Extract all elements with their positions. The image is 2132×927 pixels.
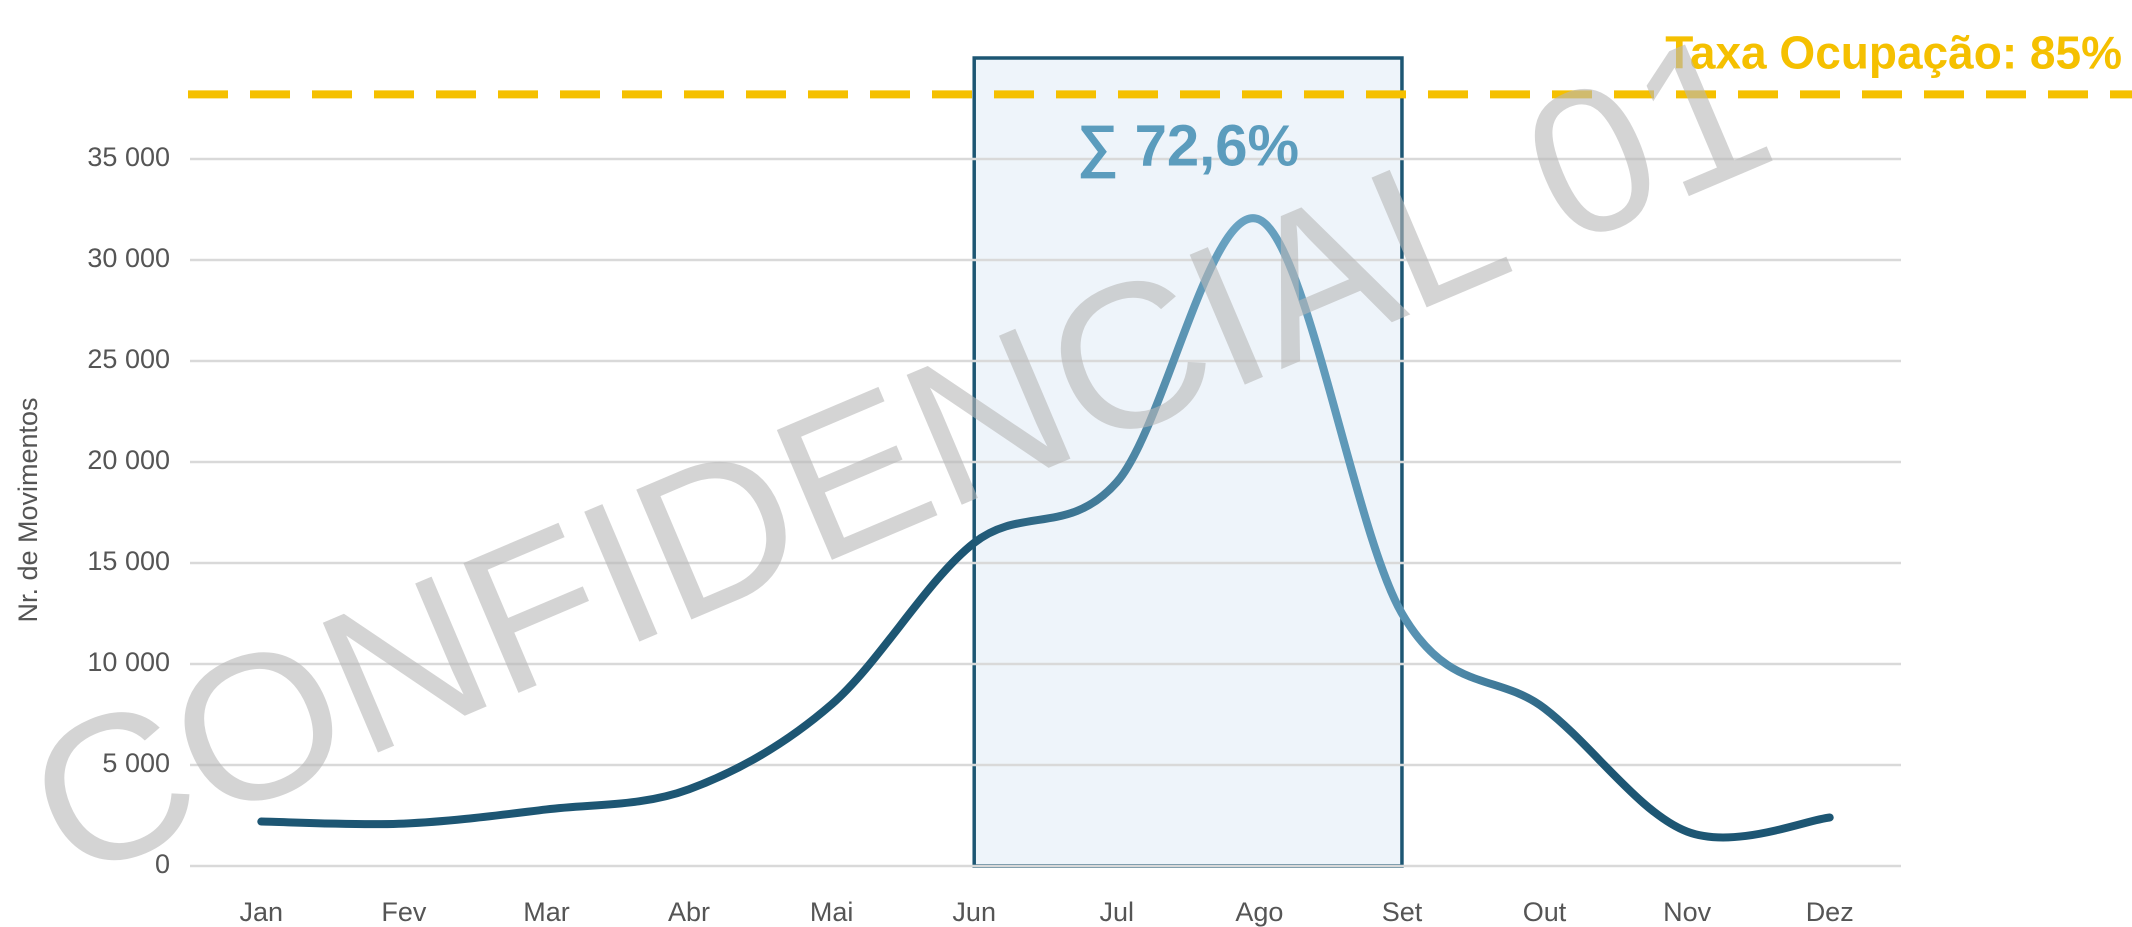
y-tick-label: 0: [155, 849, 170, 879]
y-axis-label: Nr. de Movimentos: [13, 397, 43, 622]
x-tick-label: Out: [1523, 897, 1567, 927]
y-tick-label: 30 000: [87, 243, 170, 273]
x-tick-label: Abr: [668, 897, 710, 927]
x-tick-label: Fev: [381, 897, 427, 927]
y-tick-label: 20 000: [87, 445, 170, 475]
x-tick-label: Jan: [240, 897, 284, 927]
x-tick-label: Set: [1382, 897, 1423, 927]
x-tick-label: Dez: [1806, 897, 1854, 927]
highlight-label: ∑ 72,6%: [1077, 113, 1299, 178]
data-line: [257, 214, 1834, 842]
y-tick-label: 25 000: [87, 344, 170, 374]
x-tick-label: Nov: [1663, 897, 1712, 927]
y-tick-label: 10 000: [87, 647, 170, 677]
y-tick-label: 35 000: [87, 142, 170, 172]
x-tick-label: Jul: [1100, 897, 1135, 927]
x-tick-label: Jun: [952, 897, 996, 927]
y-tick-label: 5 000: [102, 748, 170, 778]
y-tick-label: 15 000: [87, 546, 170, 576]
x-tick-label: Mar: [523, 897, 570, 927]
x-tick-label: Ago: [1235, 897, 1283, 927]
x-tick-label: Mai: [810, 897, 854, 927]
reference-label: Taxa Ocupação: 85%: [1665, 27, 2122, 79]
